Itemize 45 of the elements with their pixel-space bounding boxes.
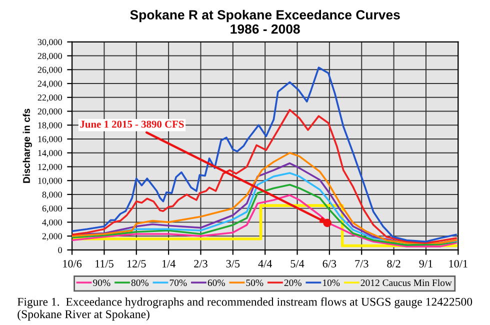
x-tick-label: 9/1 — [419, 260, 432, 268]
line-series — [72, 108, 457, 244]
y-tick-label: 18,000 — [38, 122, 62, 130]
y-tick-label: 6,000 — [42, 205, 62, 213]
y-tick-label: 14,000 — [38, 150, 62, 158]
x-tick-label: 10/1 — [449, 260, 468, 268]
x-tick-label: 4/4 — [258, 260, 272, 268]
y-tick-label: 26,000 — [38, 66, 62, 74]
y-tick-label: 0 — [58, 247, 62, 254]
y-axis-title: Discharge in cfs — [22, 108, 32, 183]
y-tick-label: 12,000 — [38, 164, 62, 172]
legend-label: 10% — [323, 279, 340, 286]
line-series — [72, 66, 457, 243]
x-tick-label: 3/5 — [226, 260, 240, 268]
x-tick-label: 1/4 — [162, 260, 176, 268]
y-tick-label: 24,000 — [38, 80, 62, 88]
y-tick-label: 8,000 — [42, 192, 62, 199]
line-series — [72, 194, 457, 248]
y-tick-label: 4,000 — [42, 219, 62, 227]
annotation: June 1 2015 - 3890 CFS — [80, 120, 184, 128]
x-tick-label: 7/3 — [355, 260, 368, 268]
y-tick-label: 10,000 — [38, 178, 62, 186]
legend-label: 50% — [246, 279, 264, 286]
legend-label: 90% — [93, 279, 110, 286]
x-tick-label: 6/3 — [322, 260, 336, 268]
x-tick-label: 11/5 — [96, 260, 114, 268]
x-tick-label: 2/3 — [194, 260, 208, 268]
y-tick-label: 16,000 — [38, 136, 62, 144]
y-tick-label: 30,000 — [38, 39, 62, 46]
y-tick-label: 28,000 — [38, 52, 62, 60]
x-tick-label: 10/6 — [63, 260, 82, 268]
legend-label: 70% — [170, 279, 187, 286]
x-tick-label: 8/2 — [387, 260, 400, 268]
legend-label: 20% — [284, 279, 302, 286]
x-tick-label: 5/4 — [290, 260, 304, 268]
legend-label: 2012 Caucus Min Flow — [360, 279, 452, 286]
y-tick-label: 20,000 — [38, 108, 62, 116]
chart-title: Spokane R at Spokane Exceedance Curves 1986 - 2008 — [130, 10, 400, 34]
y-tick-label: 22,000 — [38, 94, 62, 102]
caption: Figure 1. Exceedance hydrographs and recommended instream flows at USGS gauge 12422500 (Spokane River at Spokane) — [17, 297, 472, 321]
x-tick-label: 12/5 — [127, 260, 146, 268]
legend-label: 60% — [208, 279, 225, 286]
line-series — [72, 184, 457, 246]
legend-label: 80% — [131, 279, 148, 286]
y-tick-label: 2,000 — [42, 233, 62, 241]
